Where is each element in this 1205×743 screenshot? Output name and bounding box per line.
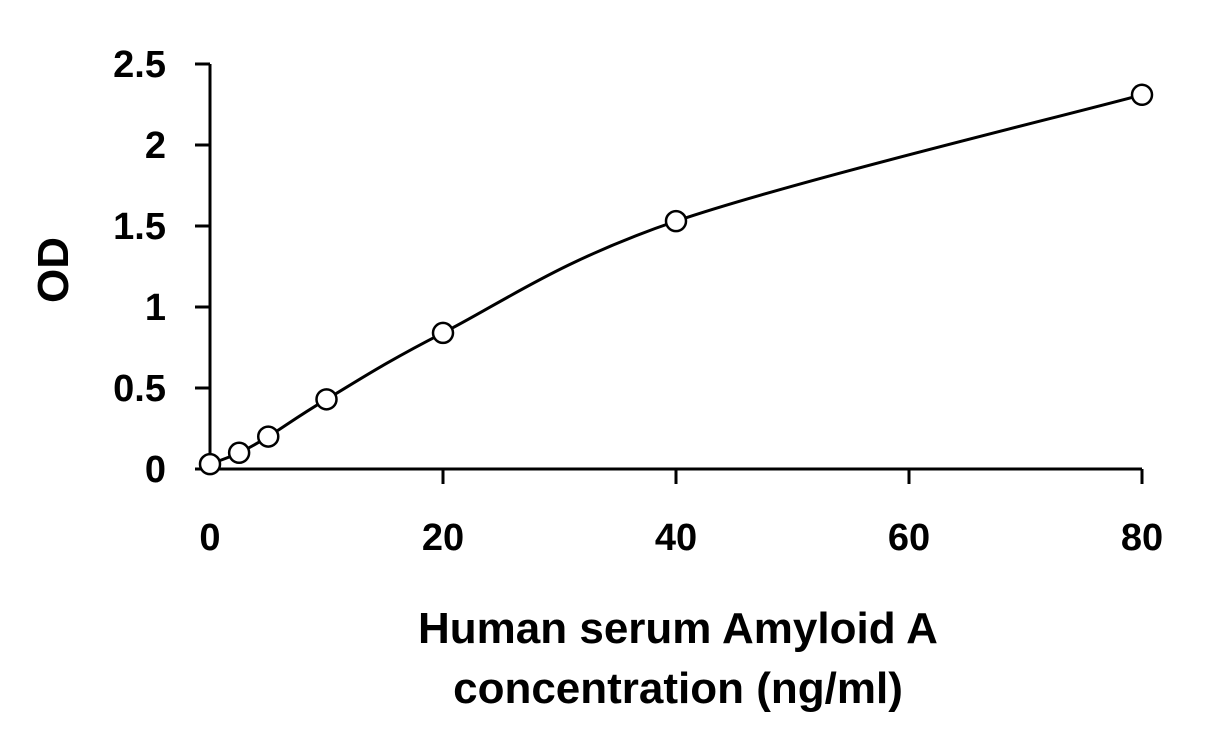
data-point	[1130, 83, 1154, 107]
data-markers	[198, 83, 1154, 476]
data-point	[198, 452, 222, 476]
data-point	[257, 425, 280, 448]
data-point	[315, 388, 338, 411]
x-tick-label: 0	[199, 517, 220, 559]
fit-curve	[209, 93, 1143, 466]
x-tick-label: 20	[422, 517, 464, 559]
y-tick-label: 1.5	[113, 206, 166, 248]
y-tick-label: 2	[145, 125, 166, 167]
x-tick-label: 40	[655, 517, 697, 559]
y-tick-label: 1	[145, 287, 166, 329]
y-tick-label: 0	[145, 449, 166, 491]
x-tick-label: 80	[1121, 517, 1163, 559]
ticks	[195, 62, 1144, 484]
x-axis-title-line-2: concentration (ng/ml)	[453, 664, 903, 713]
y-axis-title: OD	[29, 237, 78, 303]
tick-labels: 0 0.5 1 1.5 2 2.5 0 20 40 60 80	[113, 44, 1163, 559]
axes	[195, 64, 1142, 471]
y-tick-label: 2.5	[113, 44, 166, 86]
x-axis-title-line-1: Human serum Amyloid A	[418, 604, 938, 653]
y-tick-label: 0.5	[113, 368, 166, 410]
data-point	[664, 209, 688, 233]
data-point	[227, 441, 251, 465]
x-tick-label: 60	[888, 517, 930, 559]
data-point	[431, 321, 455, 345]
